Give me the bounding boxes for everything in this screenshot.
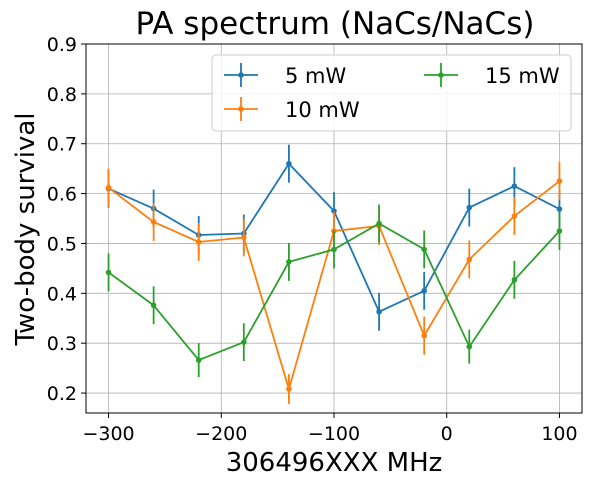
data-point — [286, 386, 292, 392]
legend-label: 5 mW — [285, 64, 346, 88]
data-point — [105, 269, 112, 276]
legend-swatch-marker — [238, 106, 244, 112]
legend-entry-1: 10 mW — [224, 97, 360, 122]
y-tick-label: 0.3 — [47, 333, 77, 355]
y-tick-label: 0.9 — [47, 34, 77, 56]
data-point — [286, 160, 292, 167]
data-point — [511, 277, 518, 283]
data-point — [150, 302, 157, 309]
legend-label: 15 mW — [485, 64, 560, 88]
data-point — [466, 204, 473, 211]
data-point — [511, 183, 518, 189]
data-point — [421, 332, 427, 339]
y-tick-label: 0.8 — [47, 84, 77, 106]
legend-entry-0: 5 mW — [224, 63, 346, 88]
data-point — [556, 206, 563, 212]
x-tick-label: 100 — [541, 423, 577, 445]
data-point — [421, 288, 427, 294]
y-axis-label: Two-body survival — [11, 112, 41, 346]
data-point — [556, 178, 563, 184]
y-tick-label: 0.5 — [47, 233, 77, 255]
data-point — [105, 184, 112, 191]
legend-entry-2: 15 mW — [424, 63, 560, 88]
data-point — [376, 220, 382, 227]
data-point — [331, 246, 337, 253]
data-point — [331, 208, 337, 214]
data-point — [241, 234, 247, 241]
data-point — [241, 339, 247, 345]
x-tick-label: −100 — [308, 423, 360, 445]
x-axis-label: 306496XXX MHz — [226, 448, 443, 478]
y-tick-label: 0.6 — [47, 184, 77, 206]
legend-label: 10 mW — [285, 98, 360, 122]
data-point — [421, 246, 427, 253]
plot-series — [105, 144, 563, 405]
y-tick-label: 0.4 — [47, 283, 77, 305]
legend: 5 mW 10 mW 15 mW — [211, 54, 572, 132]
legend-box — [211, 54, 572, 132]
chart-title: PA spectrum (NaCs/NaCs) — [136, 6, 535, 42]
data-point — [511, 213, 518, 219]
data-point — [195, 357, 202, 363]
data-point — [376, 308, 382, 315]
data-point — [466, 256, 473, 263]
x-tick-label: −200 — [195, 423, 247, 445]
x-tick-label: −300 — [82, 423, 134, 445]
data-point — [286, 259, 292, 265]
x-tick-label: 0 — [441, 423, 453, 445]
data-point — [466, 343, 473, 350]
y-axis-ticks: 0.2 0.3 0.4 0.5 0.6 0.7 0.8 0.9 — [47, 34, 86, 405]
data-point — [150, 219, 157, 225]
data-point — [195, 239, 202, 245]
y-tick-label: 0.2 — [47, 383, 77, 405]
x-axis-ticks: −300 −200 −100 0 100 — [82, 413, 578, 445]
legend-swatch-marker — [438, 72, 444, 78]
series-2 — [105, 204, 563, 378]
y-tick-label: 0.7 — [47, 134, 77, 156]
legend-swatch-marker — [238, 72, 244, 78]
data-point — [556, 228, 563, 234]
